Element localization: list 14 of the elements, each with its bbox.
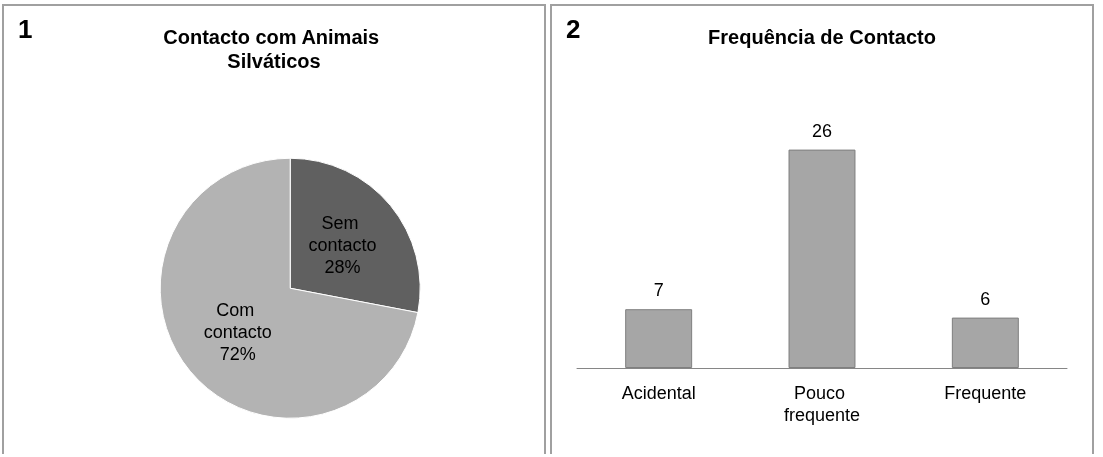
data-label: 72%: [219, 343, 256, 364]
x-tick-label: Acidental: [621, 383, 696, 403]
x-tick-label: Frequente: [944, 383, 1027, 403]
data-label: 26: [811, 120, 833, 141]
slice-label: Sem contacto: [308, 212, 377, 255]
text: 1: [18, 14, 33, 44]
chart-title: Contacto com Animais Silváticos: [163, 26, 385, 72]
x-tick-label: Pouco frequente: [783, 383, 861, 425]
data-label: 28%: [324, 256, 361, 277]
chart-title: Frequência de Contacto: [708, 26, 936, 48]
data-label: 6: [980, 288, 991, 309]
data-label: 7: [653, 280, 664, 301]
slice-label: Com contacto: [203, 299, 272, 342]
text: 2: [566, 14, 581, 44]
